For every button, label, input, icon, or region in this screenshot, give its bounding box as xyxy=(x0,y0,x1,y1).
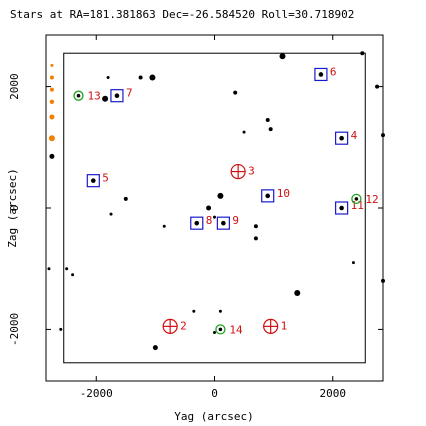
bad-star-point xyxy=(49,75,54,80)
guide-star-point xyxy=(265,193,271,199)
field-star-point xyxy=(253,236,258,241)
field-star-point xyxy=(192,309,196,313)
field-star-point xyxy=(102,95,109,102)
field-star-point xyxy=(351,261,355,265)
bad-star-point xyxy=(50,63,54,67)
guide-star-box xyxy=(335,201,349,215)
field-star-point xyxy=(218,309,222,313)
fid-light-label: 1 xyxy=(281,319,288,332)
guide-star-box xyxy=(335,131,349,145)
field-star-point xyxy=(109,212,113,216)
field-star-point xyxy=(149,74,156,81)
y-tick-label: 2000 xyxy=(8,73,21,100)
guide-star-point xyxy=(194,220,200,226)
bad-star-point xyxy=(49,114,55,120)
field-star-point xyxy=(106,75,110,79)
field-star-point xyxy=(375,84,380,89)
fid-light-label: 3 xyxy=(248,165,255,178)
guide-star-label: 7 xyxy=(126,87,133,100)
bad-star-point xyxy=(49,99,55,104)
field-star-point xyxy=(253,224,258,229)
guide-star-box xyxy=(110,89,124,103)
acq-star-circle xyxy=(215,324,226,335)
field-star-point xyxy=(381,133,385,138)
guide-star-label: 6 xyxy=(330,65,337,78)
acq-star-label: 14 xyxy=(229,323,243,336)
field-star-point xyxy=(49,153,55,159)
field-star-point xyxy=(47,267,51,271)
field-star-point xyxy=(217,192,224,199)
acq-star-point xyxy=(76,93,81,98)
bad-star-point xyxy=(49,87,54,92)
field-star-point xyxy=(265,117,270,122)
acq-star-point xyxy=(218,327,223,332)
field-star-point xyxy=(381,278,385,283)
acq-star-circle xyxy=(73,90,84,101)
x-tick-label: 2000 xyxy=(319,387,346,400)
field-star-point xyxy=(59,327,63,331)
bad-star-point xyxy=(48,135,55,142)
guide-star-box xyxy=(314,67,328,82)
guide-star-label: 10 xyxy=(277,187,290,200)
acq-star-label: 13 xyxy=(88,90,101,103)
guide-star-label: 8 xyxy=(206,214,213,227)
field-star-point xyxy=(279,53,286,60)
y-axis-label: Zag (arcsec) xyxy=(6,168,19,247)
guide-star-label: 9 xyxy=(232,214,239,227)
field-star-point xyxy=(242,130,246,134)
field-star-point xyxy=(152,345,158,351)
guide-star-box xyxy=(190,216,204,230)
guide-star-label: 5 xyxy=(102,172,109,185)
field-star-point xyxy=(206,205,212,211)
y-tick-label: -2000 xyxy=(8,313,21,346)
y-tick-label: 0 xyxy=(8,205,21,212)
acq-star-label: 12 xyxy=(365,193,378,206)
guide-star-point xyxy=(339,205,344,211)
x-tick-label: 0 xyxy=(211,387,218,400)
field-star-point xyxy=(65,267,69,271)
x-tick-label: -2000 xyxy=(80,387,113,400)
guide-star-box xyxy=(261,189,275,203)
field-star-point xyxy=(213,330,216,334)
field-star-point xyxy=(268,127,273,132)
field-star-point xyxy=(233,90,238,95)
fid-light-label: 2 xyxy=(180,319,187,332)
acq-star-point xyxy=(354,197,359,201)
field-star-point xyxy=(360,51,365,56)
field-star-point xyxy=(162,224,166,228)
chart-title: Stars at RA=181.381863 Dec=-26.584520 Ro… xyxy=(10,8,354,21)
guide-star-point xyxy=(221,220,226,226)
guide-star-point xyxy=(318,72,324,77)
guide-star-point xyxy=(90,178,96,183)
acq-star-circle xyxy=(351,193,362,205)
guide-star-box xyxy=(216,216,230,230)
field-star-point xyxy=(138,75,143,80)
plot-frame xyxy=(45,34,384,382)
guide-star-point xyxy=(339,135,344,141)
x-axis-label: Yag (arcsec) xyxy=(174,410,253,423)
field-star-point xyxy=(294,289,301,296)
guide-star-point xyxy=(114,93,120,99)
guide-star-label: 4 xyxy=(351,129,358,142)
field-star-point xyxy=(213,215,216,219)
field-of-view-box xyxy=(63,52,366,364)
field-star-point xyxy=(123,196,128,201)
guide-star-box xyxy=(86,174,100,188)
field-star-point xyxy=(71,273,75,277)
